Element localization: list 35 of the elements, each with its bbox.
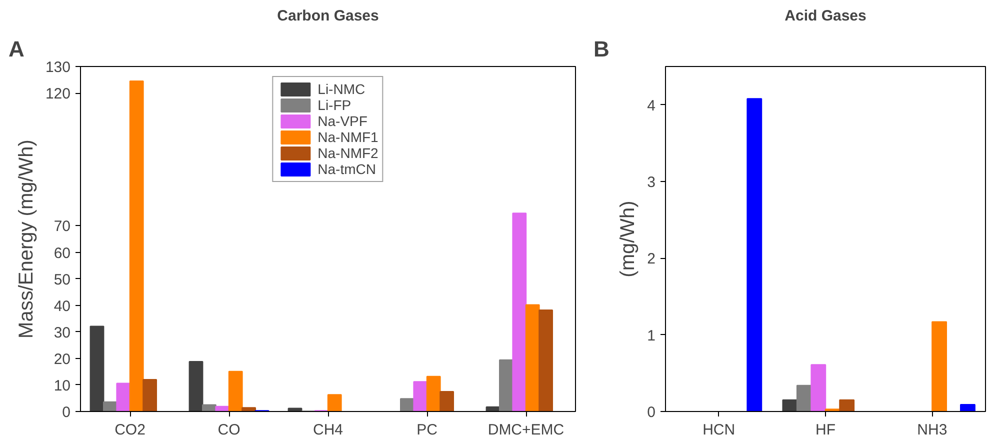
y-tick-label: 30 [54, 324, 71, 342]
legend-label: Na-NMF1 [318, 129, 378, 145]
x-tick-label: CH4 [312, 422, 344, 438]
y-axis-title: Mass/Energy (mg/Wh) [15, 140, 38, 338]
legend-label: Na-VPF [318, 113, 368, 129]
y-tick-label: 1 [647, 327, 656, 344]
y-tick-label: 2 [647, 250, 656, 268]
y-tick-label: 10 [54, 377, 71, 394]
y-tick-label: 0 [647, 404, 656, 421]
y-tick-label: 3 [647, 174, 656, 191]
chart-title: Acid Gases [784, 8, 866, 24]
y-tick-label: 0 [62, 404, 70, 421]
y-tick-label: 70 [54, 218, 71, 236]
y-tick-label: 50 [54, 271, 71, 288]
text: A [8, 36, 24, 62]
x-tick-label: DMC+EMC [488, 422, 564, 438]
y-tick-label: 4 [647, 97, 656, 114]
x-tick-label: PC [416, 422, 438, 438]
x-tick-label: HCN [702, 422, 736, 438]
y-tick-label: 120 [45, 86, 71, 103]
text: B [594, 36, 610, 62]
x-tick-label: CO [218, 422, 240, 438]
legend-label: Li-FP [318, 97, 352, 113]
x-tick-label: CO2 [114, 422, 146, 438]
chart-title: Carbon Gases [277, 8, 379, 24]
y-tick-label: 60 [54, 244, 71, 262]
x-tick-label: NH3 [917, 422, 948, 438]
x-tick-label: HF [816, 422, 836, 438]
legend-label: Na-NMF2 [318, 145, 378, 161]
y-axis-title: (mg/Wh) [617, 200, 640, 278]
legend-label: Na-tmCN [318, 161, 376, 177]
legend-label: Li-NMC [318, 81, 366, 97]
y-tick-label: 130 [45, 59, 71, 76]
y-tick-label: 20 [54, 350, 71, 368]
y-tick-label: 40 [54, 298, 71, 315]
